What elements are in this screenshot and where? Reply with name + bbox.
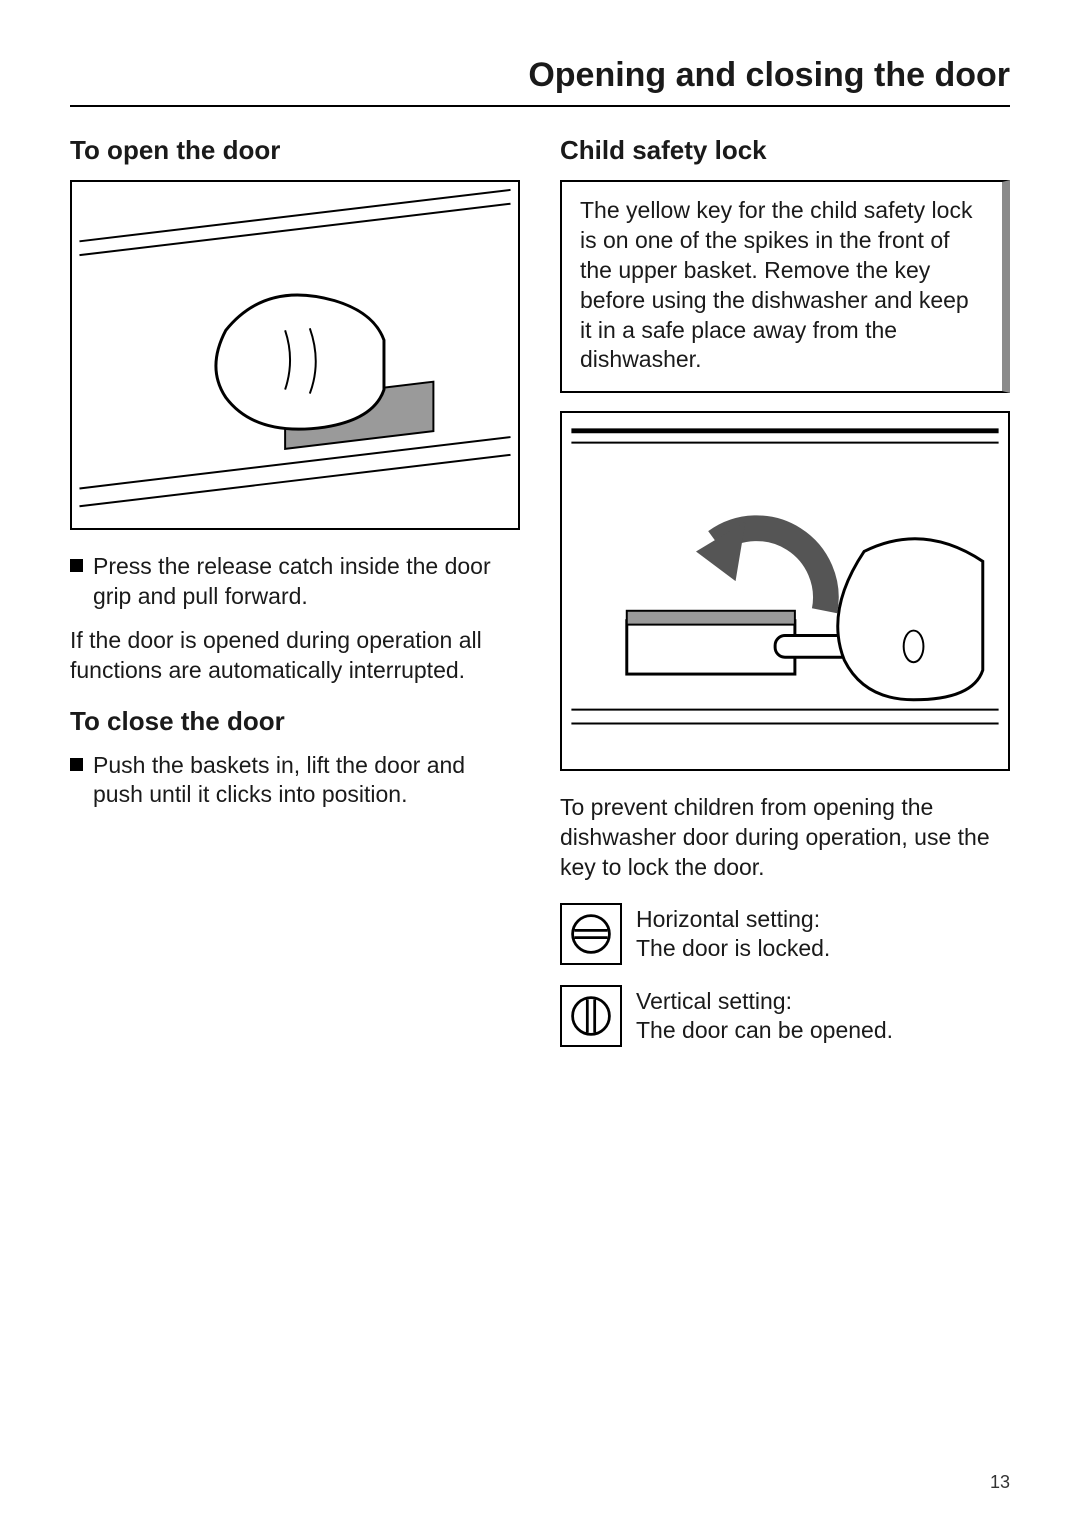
open-door-step-text: Press the release catch inside the door … [93, 552, 520, 612]
setting-vertical-text: Vertical setting: The door can be opened… [636, 987, 893, 1045]
setting-horizontal-label: Horizontal setting: [636, 905, 830, 934]
setting-vertical: Vertical setting: The door can be opened… [560, 985, 1010, 1047]
child-lock-figure [560, 411, 1010, 771]
page-number: 13 [990, 1472, 1010, 1493]
right-column: Child safety lock The yellow key for the… [560, 135, 1010, 1067]
lock-vertical-icon [560, 985, 622, 1047]
page-title: Opening and closing the door [70, 56, 1010, 107]
open-door-figure [70, 180, 520, 530]
left-column: To open the door Press the release catch… [70, 135, 520, 1067]
setting-vertical-desc: The door can be opened. [636, 1016, 893, 1045]
content-columns: To open the door Press the release catch… [70, 135, 1010, 1067]
open-door-illustration [72, 182, 518, 528]
child-lock-infobox: The yellow key for the child safety lock… [560, 180, 1010, 393]
square-bullet-icon [70, 559, 83, 572]
setting-vertical-label: Vertical setting: [636, 987, 893, 1016]
child-lock-illustration [562, 413, 1008, 769]
close-door-step: Push the baskets in, lift the door and p… [70, 751, 520, 811]
close-door-step-text: Push the baskets in, lift the door and p… [93, 751, 520, 811]
open-door-step: Press the release catch inside the door … [70, 552, 520, 612]
setting-horizontal-desc: The door is locked. [636, 934, 830, 963]
setting-horizontal: Horizontal setting: The door is locked. [560, 903, 1010, 965]
open-door-heading: To open the door [70, 135, 520, 166]
open-door-note: If the door is opened during operation a… [70, 626, 520, 686]
square-bullet-icon [70, 758, 83, 771]
lock-horizontal-icon [560, 903, 622, 965]
close-door-heading: To close the door [70, 706, 520, 737]
child-lock-heading: Child safety lock [560, 135, 1010, 166]
child-lock-note: To prevent children from opening the dis… [560, 793, 1010, 883]
setting-horizontal-text: Horizontal setting: The door is locked. [636, 905, 830, 963]
